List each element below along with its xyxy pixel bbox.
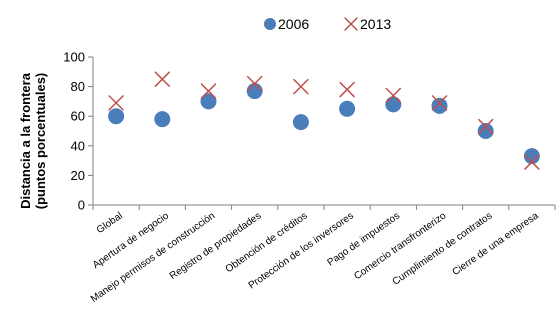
x-category-label: Cierre de una empresa bbox=[451, 210, 541, 278]
x-category-label: Global bbox=[95, 210, 125, 236]
point-2006 bbox=[477, 123, 494, 139]
point-2013 bbox=[524, 154, 540, 170]
point-2013 bbox=[385, 87, 402, 104]
x-category-label: Apertura de negocio bbox=[91, 210, 171, 271]
point-2006 bbox=[385, 96, 402, 113]
y-tick-label: 20 bbox=[71, 168, 85, 183]
point-2013 bbox=[246, 75, 263, 92]
point-2006 bbox=[339, 100, 356, 117]
legend-label-2006: 2006 bbox=[278, 16, 309, 32]
x-category-label: Obtención de créditos bbox=[224, 210, 310, 275]
point-2013 bbox=[154, 71, 171, 87]
y-axis-title-line: (puntos porcentuales) bbox=[33, 73, 48, 210]
y-tick-label: 40 bbox=[71, 138, 85, 153]
y-tick-labels: 0 20 40 60 80 100 bbox=[63, 50, 85, 213]
data-marks bbox=[108, 71, 540, 170]
point-2006 bbox=[292, 114, 309, 131]
axes bbox=[88, 56, 556, 210]
point-2006 bbox=[246, 83, 263, 100]
point-2013 bbox=[293, 78, 309, 95]
point-2013 bbox=[339, 81, 355, 98]
y-tick-label: 0 bbox=[78, 198, 85, 213]
point-2006 bbox=[431, 97, 448, 114]
y-tick-label: 80 bbox=[71, 79, 85, 94]
point-2013 bbox=[477, 118, 494, 135]
legend: 2006 2013 bbox=[264, 16, 391, 32]
point-2013 bbox=[108, 95, 124, 111]
point-2013 bbox=[431, 95, 448, 111]
point-2013 bbox=[200, 83, 217, 99]
y-tick-label: 60 bbox=[71, 109, 85, 124]
point-2006 bbox=[154, 111, 171, 128]
y-axis-title-line: Distancia a la frontera bbox=[18, 72, 33, 209]
legend-label-2013: 2013 bbox=[360, 16, 391, 32]
point-2006 bbox=[108, 108, 125, 125]
legend-marker-2013 bbox=[344, 17, 358, 31]
x-category-label: Registro de propiedades bbox=[168, 210, 264, 282]
point-2006 bbox=[523, 148, 540, 165]
point-2006 bbox=[200, 93, 217, 110]
legend-marker-2006 bbox=[264, 18, 276, 30]
y-axis-title: Distancia a la frontera (puntos porcentua… bbox=[18, 72, 48, 209]
y-tick-label: 100 bbox=[63, 50, 85, 65]
